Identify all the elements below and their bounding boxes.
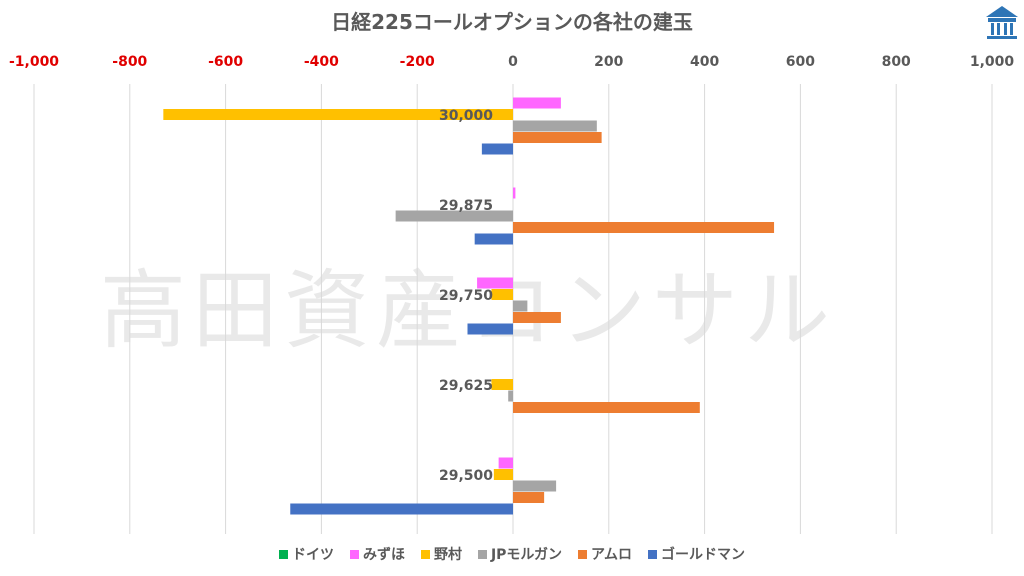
legend-item: みずほ (349, 544, 405, 564)
legend-item: アムロ (578, 544, 632, 564)
bar (513, 312, 561, 323)
legend-swatch (420, 549, 430, 559)
building-logo-icon (986, 6, 1018, 39)
x-tick-label: -1,000 (9, 54, 59, 70)
bar (481, 143, 513, 155)
legend-item: JPモルガン (477, 544, 563, 564)
bar (395, 210, 513, 222)
bar (498, 457, 513, 469)
category-label: 29,875 (439, 198, 493, 214)
x-tick-label: -200 (400, 54, 435, 70)
category-label: 30,000 (439, 108, 493, 124)
legend-label: ゴールドマン (661, 547, 746, 563)
bar (493, 469, 513, 480)
chart-legend: ドイツ みずほ 野村 JPモルガン アムロ ゴールドマン (0, 544, 1024, 564)
x-tick-label: 400 (690, 54, 719, 70)
bar (467, 323, 513, 335)
x-tick-label: -400 (304, 54, 339, 70)
legend-label: 野村 (433, 547, 462, 563)
legend-label: JPモルガン (490, 547, 563, 563)
legend-label: アムロ (591, 547, 633, 563)
bar (491, 289, 513, 300)
chart-title: 日経225コールオプションの各社の建玉 (331, 10, 693, 34)
legend-swatch (477, 549, 487, 559)
bar (474, 233, 513, 245)
x-tick-label: 0 (508, 54, 518, 70)
x-tick-label: 800 (882, 54, 911, 70)
bar (290, 503, 513, 515)
x-tick-label: 600 (786, 54, 815, 70)
x-tick-label: -600 (208, 54, 243, 70)
bar (477, 277, 513, 289)
legend-label: ドイツ (291, 547, 334, 563)
legend-swatch (578, 549, 588, 559)
bar (513, 132, 602, 143)
bar (513, 97, 561, 109)
bar (163, 109, 513, 120)
bar (508, 390, 513, 402)
category-label: 29,750 (439, 288, 493, 304)
category-label: 29,625 (439, 378, 493, 394)
bar (513, 480, 557, 492)
legend-swatch (648, 549, 658, 559)
x-tick-label: -800 (112, 54, 147, 70)
legend-swatch (349, 549, 359, 559)
bar (513, 402, 700, 413)
legend-swatch (278, 549, 288, 559)
legend-item: ゴールドマン (648, 544, 745, 564)
bar (513, 120, 597, 132)
legend-item: 野村 (420, 544, 462, 564)
x-tick-label: 1,000 (970, 54, 1015, 70)
x-tick-label: 200 (594, 54, 623, 70)
legend-label: みずほ (362, 547, 405, 563)
bar (491, 379, 513, 390)
bar (513, 300, 528, 312)
legend-item: ドイツ (278, 544, 334, 564)
category-label: 29,500 (439, 468, 493, 484)
bar (513, 187, 516, 199)
watermark: 高田資産コンサル (100, 261, 836, 361)
bar (513, 492, 545, 503)
bar (513, 222, 775, 233)
